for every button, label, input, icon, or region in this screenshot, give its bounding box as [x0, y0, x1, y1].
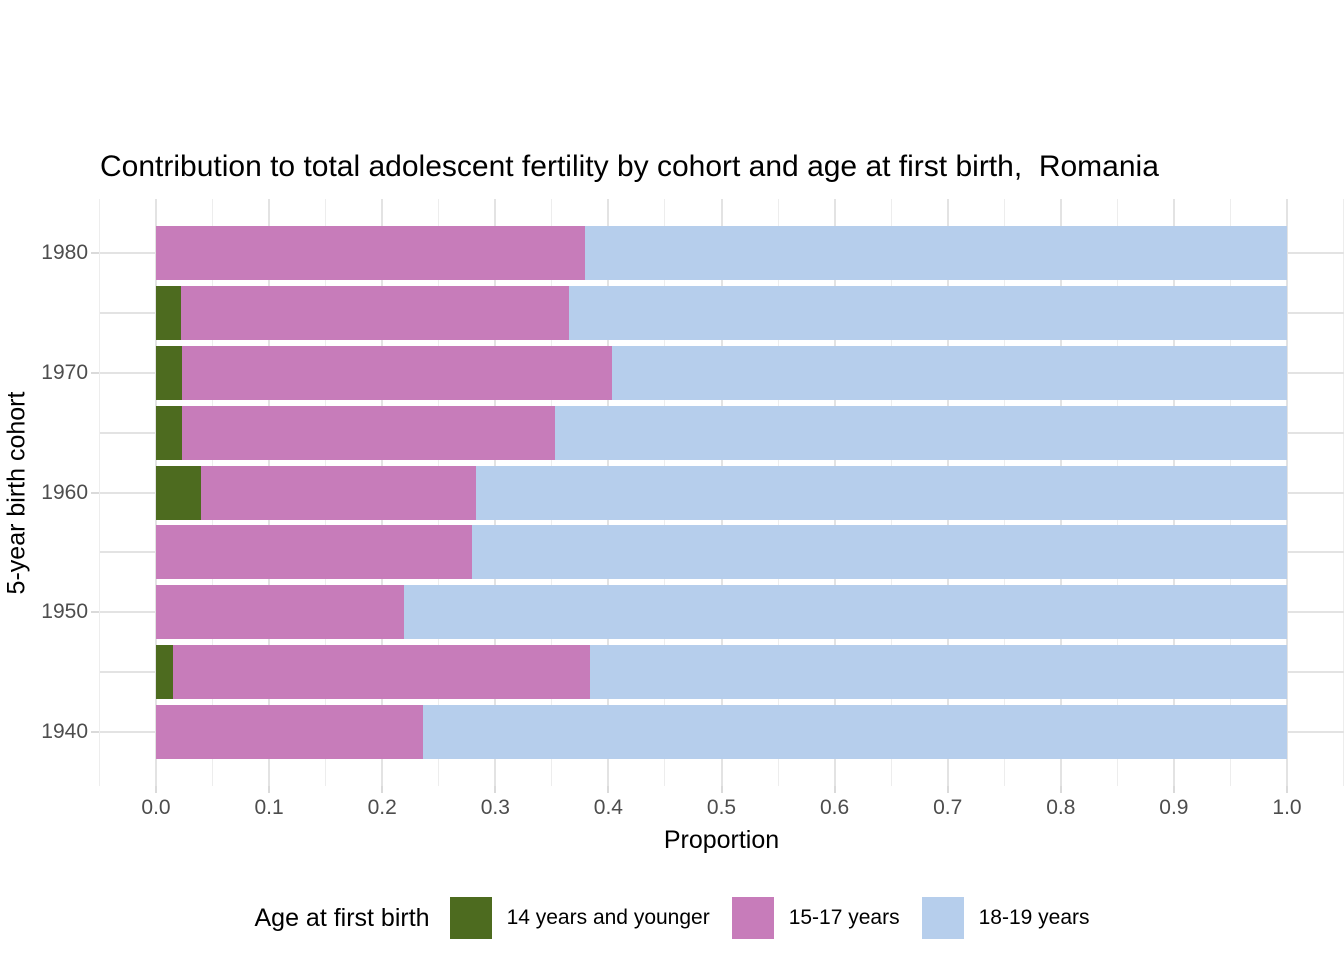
x-axis-tick-label: 0.6	[819, 796, 850, 819]
x-axis-tick	[1172, 785, 1175, 793]
bar-segment-1955-15-17-years	[156, 525, 472, 580]
legend-item: 14 years and younger	[449, 897, 710, 939]
x-axis-title: Proportion	[663, 826, 780, 854]
x-axis-tick	[381, 785, 384, 793]
bar-segment-1970-15-17-years	[182, 345, 612, 400]
legend-key-swatch	[731, 897, 774, 939]
y-axis-tick-label: 1970	[41, 360, 88, 384]
x-axis-tick	[155, 785, 157, 793]
y-axis-tick-label: 1960	[41, 480, 88, 504]
bar-segment-1970-18-19-years	[611, 345, 1287, 400]
x-axis-tick	[1286, 785, 1288, 793]
bar-segment-1980-18-19-years	[584, 225, 1287, 280]
y-axis-tick	[91, 371, 99, 374]
x-axis-tick	[833, 785, 836, 793]
bar-segment-1965-14-years-and-younger	[156, 405, 182, 460]
bar-segment-1945-18-19-years	[590, 645, 1287, 700]
bar-segment-1965-18-19-years	[555, 405, 1287, 460]
x-axis-tick-label: 0.3	[480, 796, 510, 819]
bar-segment-1945-15-17-years	[172, 645, 591, 700]
legend-label: 14 years and younger	[506, 906, 710, 929]
bar-segment-1955-18-19-years	[471, 525, 1287, 580]
bar-segment-1975-18-19-years	[568, 285, 1287, 340]
x-axis-tick-label: 0.2	[367, 796, 397, 819]
legend-label: 18-19 years	[978, 906, 1090, 929]
y-axis-tick-label: 1980	[41, 240, 88, 264]
bar-segment-1975-15-17-years	[180, 285, 569, 340]
legend-key-swatch	[921, 897, 964, 939]
y-axis-tick	[91, 251, 99, 254]
bar-segment-1950-18-19-years	[403, 585, 1287, 640]
x-axis-tick-label: 0.8	[1046, 796, 1076, 819]
x-axis-tick	[268, 785, 271, 793]
legend-item: 15-17 years	[731, 897, 900, 939]
bar-segment-1940-18-19-years	[422, 705, 1287, 760]
y-axis-tick	[91, 731, 99, 734]
legend-key-swatch	[449, 897, 492, 939]
plot-panel	[98, 199, 1344, 786]
x-axis-tick-label: 0.7	[933, 796, 963, 819]
chart-title: Contribution to total adolescent fertili…	[100, 150, 1159, 183]
x-axis-tick-label: 1.0	[1272, 796, 1302, 819]
legend-item: 18-19 years	[921, 897, 1090, 939]
x-axis-tick-label: 0.0	[141, 796, 171, 819]
legend-label: 15-17 years	[788, 906, 900, 929]
x-axis-tick	[607, 785, 610, 793]
y-axis-tick	[91, 491, 99, 494]
x-axis-tick-label: 0.9	[1159, 796, 1189, 819]
y-axis-tick-label: 1950	[41, 600, 88, 624]
bar-segment-1965-15-17-years	[182, 405, 556, 460]
bar-segment-1975-14-years-and-younger	[156, 285, 181, 340]
legend-items: 14 years and younger 15-17 years 18-19 yea…	[449, 897, 1090, 939]
legend: Age at first birth 14 years and younger 1…	[0, 889, 1344, 947]
x-axis-tick	[946, 785, 949, 793]
y-axis-tick-label: 1940	[41, 720, 88, 744]
bar-segment-1950-15-17-years	[156, 585, 404, 640]
x-axis-tick	[494, 785, 497, 793]
bar-segment-1960-15-17-years	[201, 465, 477, 520]
x-axis-tick	[720, 785, 723, 793]
bar-segment-1940-15-17-years	[156, 705, 423, 760]
x-axis-tick	[1059, 785, 1062, 793]
bar-segment-1945-14-years-and-younger	[156, 645, 173, 700]
x-axis-tick-label: 0.4	[593, 796, 623, 819]
bar-segment-1970-14-years-and-younger	[156, 345, 182, 400]
bar-segment-1960-18-19-years	[476, 465, 1287, 520]
legend-title: Age at first birth	[254, 903, 430, 932]
bar-segment-1980-15-17-years	[156, 225, 585, 280]
x-axis-tick-label: 0.1	[254, 796, 284, 819]
y-axis-tick	[91, 611, 99, 614]
minor-gridline	[98, 199, 100, 786]
bar-segment-1960-14-years-and-younger	[156, 465, 202, 520]
x-axis-tick-label: 0.5	[706, 796, 737, 819]
